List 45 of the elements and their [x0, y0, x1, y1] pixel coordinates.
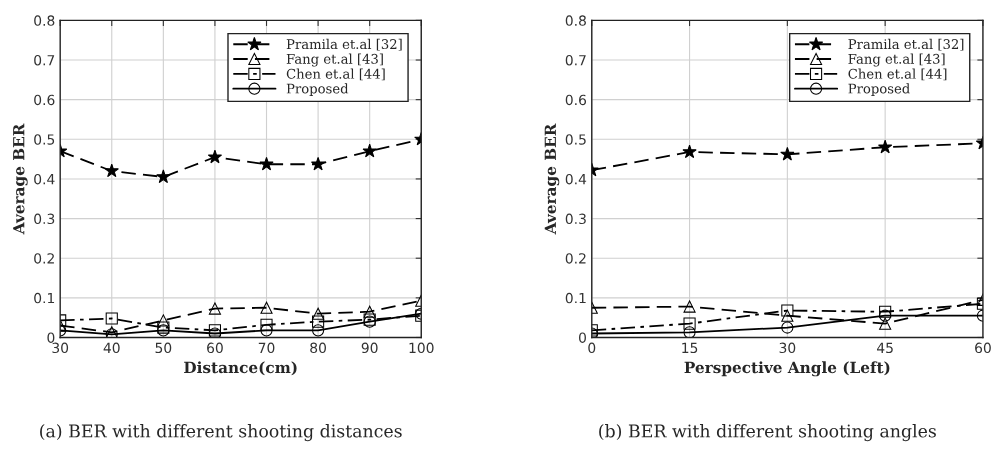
- y-tick-label: 0.6: [565, 94, 587, 106]
- x-tick-label: 70: [258, 342, 275, 354]
- x-axis-title: Distance(cm): [184, 361, 297, 376]
- y-tick-label: 0.2: [34, 253, 54, 264]
- y-tick-label: 0.8: [34, 15, 55, 26]
- x-tick-label: 100: [409, 342, 434, 354]
- legend-label: Pramila et.al [32]: [848, 38, 964, 51]
- x-tick-label: 0: [588, 342, 596, 354]
- legend-label: Proposed: [848, 83, 910, 97]
- x-tick-label: 45: [876, 342, 893, 354]
- x-tick-label: 30: [779, 342, 796, 354]
- y-tick-label: 0.1: [565, 292, 586, 304]
- legend-label: Fang et.al [43]: [848, 53, 945, 67]
- y-tick-label: 0.3: [34, 213, 55, 225]
- y-tick-label: 0.5: [565, 134, 586, 145]
- legend-label: Chen et.al [44]: [848, 68, 947, 81]
- y-tick-label: 0.7: [565, 54, 586, 66]
- text: (b) BER with different shooting angles: [599, 424, 936, 442]
- y-tick-label: 0: [47, 332, 55, 343]
- x-tick-label: 60: [975, 342, 991, 354]
- y-tick-label: 0: [578, 332, 586, 343]
- legend-label: Chen et.al [44]: [286, 68, 385, 81]
- y-tick-label: 0.1: [34, 292, 55, 304]
- y-tick-label: 0.8: [565, 15, 586, 26]
- x-tick-label: 60: [207, 342, 223, 354]
- y-tick-label: 0.4: [34, 173, 55, 185]
- y-tick-label: 0.4: [565, 173, 587, 185]
- x-tick-label: 80: [310, 342, 327, 354]
- y-tick-label: 0.3: [565, 213, 586, 225]
- y-tick-label: 0.6: [34, 94, 55, 106]
- legend-label: Pramila et.al [32]: [286, 38, 402, 51]
- y-tick-label: 0.5: [34, 134, 55, 145]
- x-tick-label: 15: [682, 342, 698, 354]
- legend-label: Proposed: [286, 83, 349, 97]
- x-tick-label: 50: [155, 342, 172, 354]
- y-axis-title: Average BER: [544, 123, 560, 235]
- x-tick-label: 30: [52, 342, 69, 354]
- legend-label: Fang et.al [43]: [286, 53, 383, 67]
- y-axis-title: Average BER: [13, 123, 28, 235]
- text: (a) BER with different shooting distances: [40, 424, 402, 442]
- x-axis-title: Perspective Angle (Left): [684, 361, 890, 377]
- x-tick-label: 40: [103, 342, 120, 354]
- y-tick-label: 0.7: [34, 54, 55, 66]
- y-tick-label: 0.2: [565, 253, 586, 264]
- x-tick-label: 90: [361, 342, 378, 354]
